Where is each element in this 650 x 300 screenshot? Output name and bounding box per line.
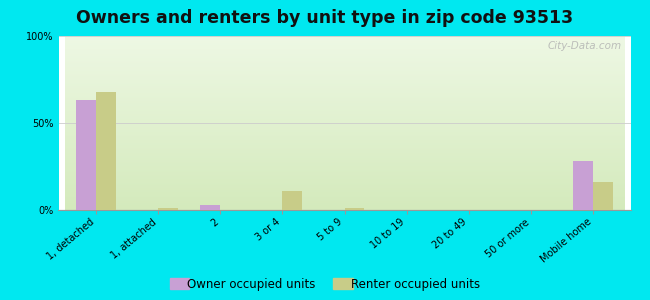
Bar [96,92,116,210]
Bar [344,208,365,210]
Legend: Owner occupied units, Renter occupied units: Owner occupied units, Renter occupied un… [170,278,480,291]
Bar [158,208,178,210]
Text: City-Data.com: City-Data.com [548,41,622,51]
Bar [573,161,593,210]
Bar [593,182,613,210]
Text: Owners and renters by unit type in zip code 93513: Owners and renters by unit type in zip c… [77,9,573,27]
Bar [200,205,220,210]
Bar [76,100,96,210]
Bar [282,191,302,210]
